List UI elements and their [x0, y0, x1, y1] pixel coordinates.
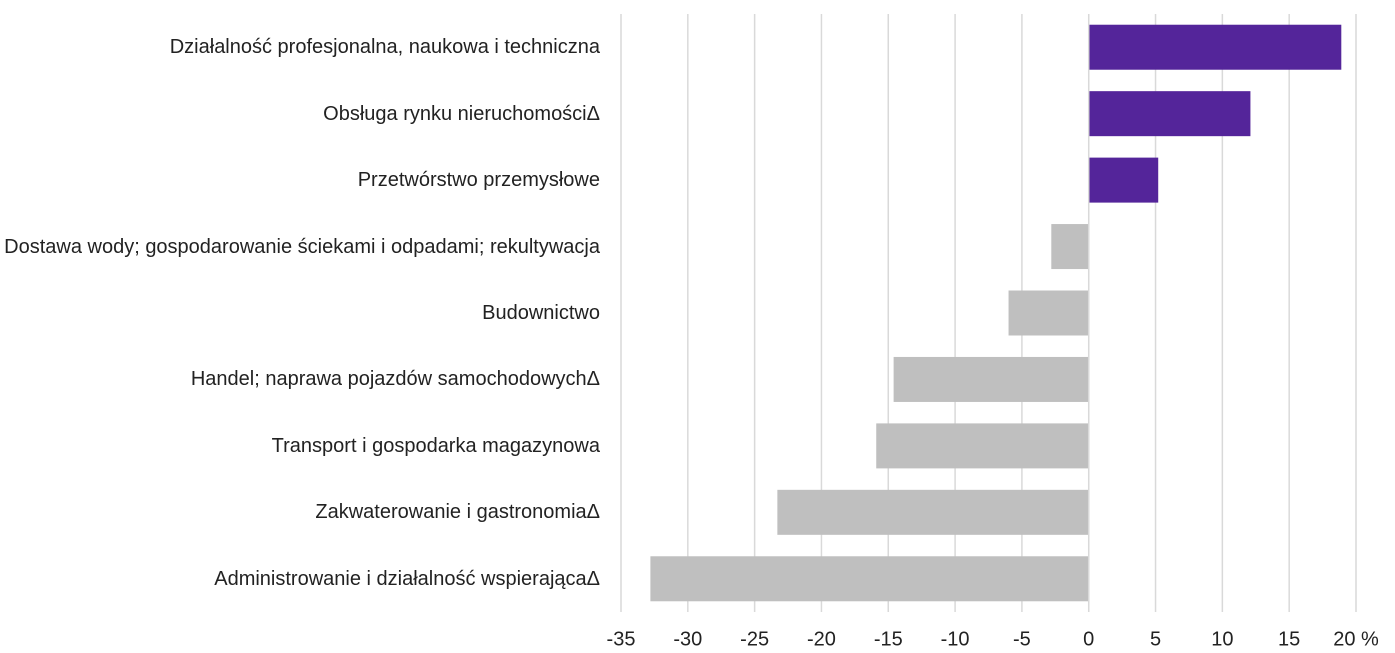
category-label-box: Zakwaterowanie i gastronomiaΔ: [0, 499, 600, 525]
x-tick-label: -10: [941, 628, 970, 650]
bar: [777, 489, 1089, 535]
category-label-box: Działalność profesjonalna, naukowa i tec…: [0, 34, 600, 60]
bar: [1008, 290, 1089, 336]
category-label-box: Obsługa rynku nieruchomościΔ: [0, 101, 600, 127]
x-tick-label: 0: [1083, 628, 1094, 650]
y-tick-label: Dostawa wody; gospodarowanie ściekami i …: [4, 235, 600, 258]
y-tick-label: Budownictwo: [482, 302, 600, 324]
x-tick-label: -25: [740, 628, 769, 650]
bar: [650, 556, 1089, 602]
bar: [1088, 157, 1159, 203]
bar: [1051, 224, 1089, 270]
bar: [893, 356, 1089, 402]
x-tick-label: 15: [1278, 628, 1300, 650]
y-tick-label: Administrowanie i działalność wspierając…: [214, 567, 600, 590]
category-label-box: Transport i gospodarka magazynowa: [0, 433, 600, 459]
x-tick-label: 5: [1150, 628, 1161, 650]
category-label-box: Dostawa wody; gospodarowanie ściekami i …: [0, 234, 600, 260]
category-label-box: Budownictwo: [0, 300, 600, 326]
x-tick-label: -30: [673, 628, 702, 650]
category-label-box: Administrowanie i działalność wspierając…: [0, 566, 600, 592]
x-tick-label: -5: [1013, 628, 1031, 650]
category-label-box: Handel; naprawa pojazdów samochodowychΔ: [0, 366, 600, 392]
category-label-box: Przetwórstwo przemysłowe: [0, 167, 600, 193]
y-tick-label: Przetwórstwo przemysłowe: [357, 169, 600, 192]
y-tick-label: Obsługa rynku nieruchomościΔ: [323, 102, 600, 125]
x-tick-label: -15: [874, 628, 903, 650]
bar: [876, 423, 1089, 469]
bar: [1088, 24, 1342, 70]
x-tick-label: 10: [1211, 628, 1233, 650]
y-tick-label: Działalność profesjonalna, naukowa i tec…: [169, 36, 600, 59]
y-tick-label: Handel; naprawa pojazdów samochodowychΔ: [190, 368, 600, 391]
x-tick-label: -20: [807, 628, 836, 650]
y-tick-label: Zakwaterowanie i gastronomiaΔ: [315, 501, 600, 524]
y-tick-label: Transport i gospodarka magazynowa: [271, 434, 600, 457]
bar: [1088, 91, 1251, 137]
x-tick-label: -35: [607, 628, 636, 650]
x-tick-label: 20 %: [1333, 628, 1379, 650]
